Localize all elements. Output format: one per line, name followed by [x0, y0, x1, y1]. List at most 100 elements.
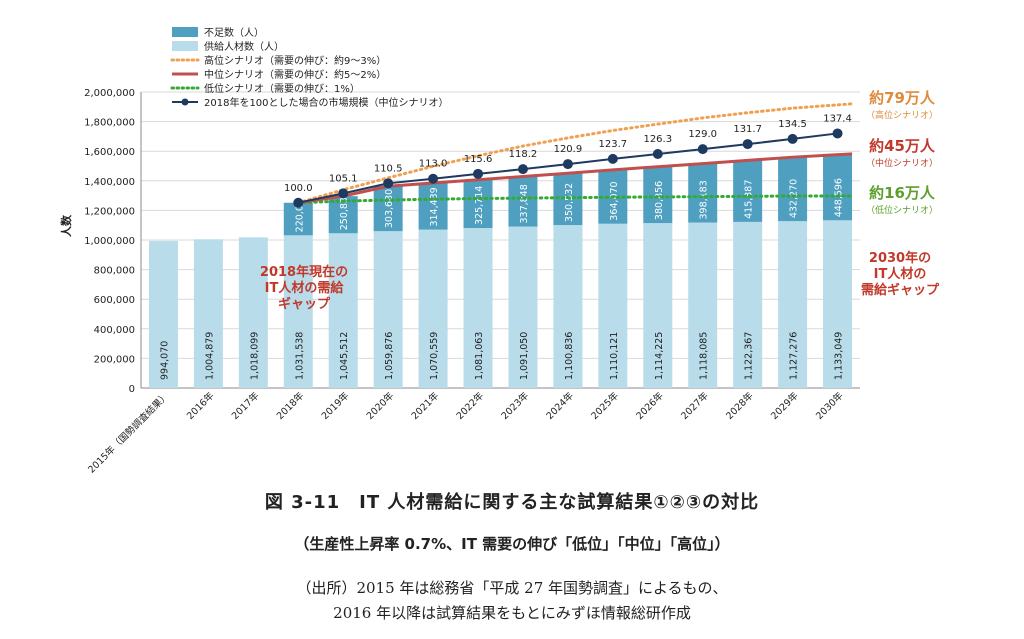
supply-bar [508, 226, 538, 388]
x-tick-label: 2017年 [229, 389, 262, 422]
shortage-value-label: 250,835 [339, 191, 350, 230]
x-tick-label: 2015年（国勢調査結果） [86, 390, 172, 476]
market-index-label: 100.0 [284, 183, 313, 194]
market-index-label: 123.7 [599, 139, 628, 150]
legend-label: 供給人材数（人） [204, 40, 284, 53]
mid-scenario-annotation: 約45万人 [869, 137, 936, 155]
y-tick-label: 0 [129, 384, 135, 395]
supply-bar [733, 221, 763, 388]
supply-value-label: 1,031,538 [294, 332, 305, 380]
shortage-value-label: 380,856 [654, 181, 665, 220]
gap-2030-annotation: IT人材の [874, 266, 927, 282]
high-scenario-line [296, 102, 854, 205]
y-tick-label: 2,000,000 [84, 88, 135, 99]
x-tick-label: 2020年 [364, 389, 397, 422]
supply-value-label: 1,100,836 [564, 332, 575, 380]
x-tick-label: 2018年 [274, 389, 307, 422]
shortage-value-label: 303,680 [384, 189, 395, 228]
market-index-marker [428, 173, 439, 184]
y-tick-label: 200,000 [94, 354, 135, 365]
market-index-marker [517, 164, 528, 175]
x-tick-label: 2027年 [679, 389, 712, 422]
market-index-marker [832, 128, 843, 139]
market-index-marker [652, 149, 663, 160]
market-index-label: 105.1 [329, 173, 358, 184]
it-talent-chart: 0 200,000 400,000 600,000 800,000 1,000,000 1,… [59, 26, 940, 476]
low-scenario-annotation: 約16万人 [869, 184, 936, 202]
x-tick-label: 2030年 [813, 389, 846, 422]
y-axis-title: 人数 [59, 214, 73, 237]
market-index-label: 118.2 [509, 149, 538, 160]
supply-value-label: 1,110,121 [609, 332, 620, 380]
legend-label: 2018年を100とした場合の市場規模（中位シナリオ） [204, 96, 449, 109]
x-tick-label: 2026年 [634, 389, 667, 422]
market-index-label: 110.5 [374, 163, 403, 174]
supply-bar [598, 223, 628, 388]
market-index-marker [293, 197, 304, 208]
supply-bar [373, 231, 403, 388]
y-tick-label: 1,800,000 [84, 118, 135, 129]
y-tick-label: 600,000 [94, 295, 135, 306]
x-tick-label: 2016年 [184, 389, 217, 422]
market-index-label: 115.6 [464, 154, 493, 165]
market-index-label: 131.7 [733, 124, 762, 135]
shortage-value-label: 350,532 [564, 183, 575, 222]
y-tick-label: 1,200,000 [84, 206, 135, 217]
gap-2018-annotation: IT人材の需給 [265, 280, 345, 296]
gap-2030-annotation: 需給ギャップ [861, 282, 940, 298]
supply-bar [778, 221, 808, 388]
legend-label: 低位シナリオ（需要の伸び：1%） [204, 82, 360, 95]
shortage-bar [733, 160, 763, 222]
mid-scenario-annotation: （中位シナリオ） [866, 157, 938, 169]
supply-value-label: 1,045,512 [339, 332, 350, 380]
shortage-value-label: 448,596 [834, 178, 845, 217]
market-index-label: 137.4 [823, 113, 852, 124]
market-index-marker [607, 153, 618, 164]
legend-label: 不足数（人） [204, 26, 264, 39]
shortage-value-label: 398,183 [699, 180, 710, 219]
supply-value-label: 1,114,225 [654, 332, 665, 380]
source-note-line-2: 2016 年以降は試算結果をもとにみずほ情報総研作成 [333, 604, 691, 622]
x-tick-label: 2028年 [723, 389, 756, 422]
figure-title: 図 3-11 IT 人材需給に関する主な試算結果①②③の対比 [264, 492, 760, 513]
shortage-bar [688, 163, 718, 223]
legend-label: 中位シナリオ（需要の伸び：約5～2%） [204, 68, 386, 81]
shortage-value-label: 337,848 [519, 184, 530, 223]
shortage-bar [508, 176, 538, 227]
shortage-value-label: 432,270 [789, 179, 800, 218]
supply-value-label: 1,004,879 [204, 332, 215, 380]
market-index-marker [338, 188, 349, 199]
shortage-value-label: 364,070 [609, 181, 620, 220]
supply-bar [418, 229, 448, 388]
supply-value-label: 1,070,559 [429, 332, 440, 380]
x-tick-label: 2022年 [454, 389, 487, 422]
shortage-bar [418, 183, 448, 230]
supply-bar [643, 223, 673, 388]
market-index-label: 126.3 [643, 134, 672, 145]
market-index-marker [473, 168, 484, 179]
legend-swatch-marker [181, 98, 189, 106]
shortage-value-label: 415,387 [744, 180, 755, 219]
high-scenario-annotation: （高位シナリオ） [866, 109, 938, 121]
supply-bar [463, 228, 493, 388]
supply-value-label: 1,018,099 [249, 332, 260, 380]
supply-value-label: 1,133,049 [834, 332, 845, 380]
supply-value-label: 1,091,050 [519, 332, 530, 380]
market-index-label: 134.5 [778, 119, 807, 130]
y-tick-label: 800,000 [94, 266, 135, 277]
x-tick-label: 2019年 [319, 389, 352, 422]
x-tick-label: 2029年 [768, 389, 801, 422]
shortage-bar [823, 153, 853, 221]
supply-bar [283, 235, 313, 388]
market-index-label: 129.0 [688, 129, 717, 140]
y-tick-label: 1,000,000 [84, 236, 135, 247]
shortage-bar [778, 157, 808, 222]
supply-value-label: 1,118,085 [699, 332, 710, 380]
supply-bar [328, 233, 358, 388]
supply-bar [553, 225, 583, 388]
y-tick-label: 1,400,000 [84, 177, 135, 188]
shortage-value-label: 314,439 [429, 187, 440, 226]
shortage-bar [643, 166, 673, 224]
figure-subtitle: （生産性上昇率 0.7%、IT 需要の伸び「低位」「中位」「高位」） [294, 535, 730, 553]
market-index-marker [562, 159, 573, 170]
